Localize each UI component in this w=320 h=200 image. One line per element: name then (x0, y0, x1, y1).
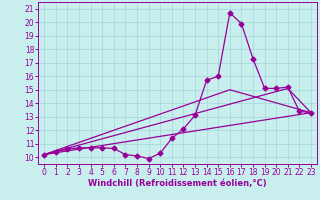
X-axis label: Windchill (Refroidissement éolien,°C): Windchill (Refroidissement éolien,°C) (88, 179, 267, 188)
